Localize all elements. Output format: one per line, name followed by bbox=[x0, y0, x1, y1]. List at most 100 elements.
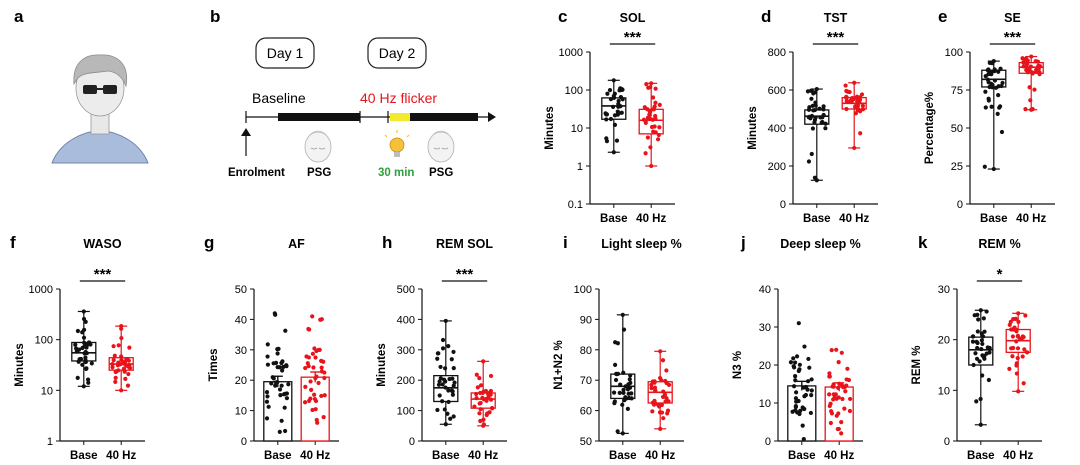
data-point bbox=[792, 360, 798, 365]
data-point bbox=[648, 116, 653, 121]
data-point bbox=[620, 402, 625, 407]
data-point bbox=[809, 377, 814, 382]
data-point bbox=[308, 396, 313, 401]
x-tick-label: 40 Hz bbox=[1016, 213, 1046, 225]
data-point bbox=[628, 380, 633, 385]
data-point bbox=[987, 350, 992, 355]
data-point bbox=[276, 346, 281, 351]
data-point bbox=[806, 159, 812, 164]
data-point bbox=[608, 116, 614, 122]
x-tick-label: Base bbox=[967, 450, 995, 462]
data-point bbox=[976, 317, 981, 322]
data-point bbox=[1016, 319, 1021, 324]
data-point bbox=[1021, 381, 1026, 386]
chart-title: SE bbox=[1004, 11, 1021, 25]
data-point bbox=[447, 376, 452, 382]
y-axis-label: Minutes bbox=[747, 106, 759, 149]
series-40hz bbox=[647, 349, 673, 431]
significance-label: *** bbox=[624, 29, 642, 46]
data-point bbox=[1028, 98, 1033, 103]
data-point bbox=[622, 398, 627, 403]
data-point bbox=[974, 356, 980, 361]
series-base bbox=[804, 86, 830, 183]
data-point bbox=[629, 396, 634, 401]
data-point bbox=[452, 380, 457, 385]
data-point bbox=[649, 124, 655, 130]
data-point bbox=[319, 369, 325, 374]
flicker-stim-bar bbox=[390, 113, 410, 121]
data-point bbox=[111, 357, 116, 363]
data-point bbox=[989, 104, 994, 109]
y-tick-label: 800 bbox=[768, 47, 786, 59]
panel-label-a: a bbox=[14, 7, 24, 26]
data-point bbox=[657, 125, 662, 130]
data-point bbox=[836, 411, 841, 416]
data-point bbox=[1029, 54, 1034, 59]
data-point bbox=[996, 69, 1001, 74]
data-point bbox=[809, 151, 814, 157]
y-tick-label: 400 bbox=[768, 123, 786, 135]
data-point bbox=[445, 411, 450, 416]
series-40hz bbox=[1018, 54, 1044, 112]
data-point bbox=[451, 366, 456, 371]
data-point bbox=[651, 402, 657, 407]
data-point bbox=[1027, 85, 1032, 90]
y-tick-label: 0 bbox=[957, 199, 963, 211]
data-point bbox=[836, 426, 841, 432]
data-point bbox=[791, 356, 796, 361]
data-point bbox=[1022, 347, 1027, 352]
data-point bbox=[809, 393, 814, 398]
series-base bbox=[71, 309, 97, 389]
y-tick-label: 20 bbox=[759, 360, 771, 372]
data-point bbox=[75, 375, 80, 381]
data-point bbox=[309, 387, 314, 392]
data-point bbox=[612, 113, 618, 118]
data-point bbox=[664, 396, 669, 401]
y-tick-label: 0 bbox=[765, 436, 771, 448]
data-point bbox=[478, 383, 484, 388]
data-point bbox=[1030, 70, 1035, 75]
data-point bbox=[987, 345, 992, 351]
data-point bbox=[481, 417, 486, 422]
data-point bbox=[438, 364, 443, 370]
panel-label-c: c bbox=[558, 7, 567, 26]
data-point bbox=[660, 358, 666, 363]
data-point bbox=[643, 119, 648, 124]
data-point bbox=[310, 314, 315, 319]
data-point bbox=[316, 380, 321, 386]
y-tick-label: 0.1 bbox=[568, 199, 583, 211]
data-point bbox=[827, 371, 832, 376]
data-point bbox=[490, 406, 495, 411]
significance-label: *** bbox=[456, 266, 474, 283]
data-point bbox=[1036, 66, 1041, 71]
data-point bbox=[438, 376, 443, 381]
data-point bbox=[306, 355, 311, 360]
chart-title: REM % bbox=[978, 237, 1020, 251]
data-point bbox=[796, 321, 801, 326]
data-point bbox=[817, 106, 822, 111]
baseline-label: Baseline bbox=[252, 90, 306, 106]
data-point bbox=[805, 89, 811, 94]
y-tick-label: 100 bbox=[35, 335, 53, 347]
data-point bbox=[978, 396, 983, 402]
data-point bbox=[474, 391, 479, 397]
panel-label-f: f bbox=[10, 233, 16, 252]
y-tick-label: 60 bbox=[580, 406, 592, 418]
data-point bbox=[801, 437, 806, 442]
data-point bbox=[821, 104, 826, 109]
data-point bbox=[1015, 356, 1020, 361]
y-tick-label: 30 bbox=[235, 345, 247, 357]
data-point bbox=[812, 107, 818, 113]
y-tick-label: 0 bbox=[241, 436, 247, 448]
data-point bbox=[625, 406, 630, 411]
data-point bbox=[813, 103, 818, 108]
data-point bbox=[793, 396, 799, 401]
data-point bbox=[973, 351, 978, 356]
data-point bbox=[645, 135, 650, 140]
data-point bbox=[643, 151, 648, 156]
data-point bbox=[613, 362, 618, 367]
data-point bbox=[620, 431, 625, 436]
psg-face-icon-2 bbox=[427, 130, 455, 163]
data-point bbox=[83, 319, 88, 324]
data-point bbox=[283, 328, 288, 333]
